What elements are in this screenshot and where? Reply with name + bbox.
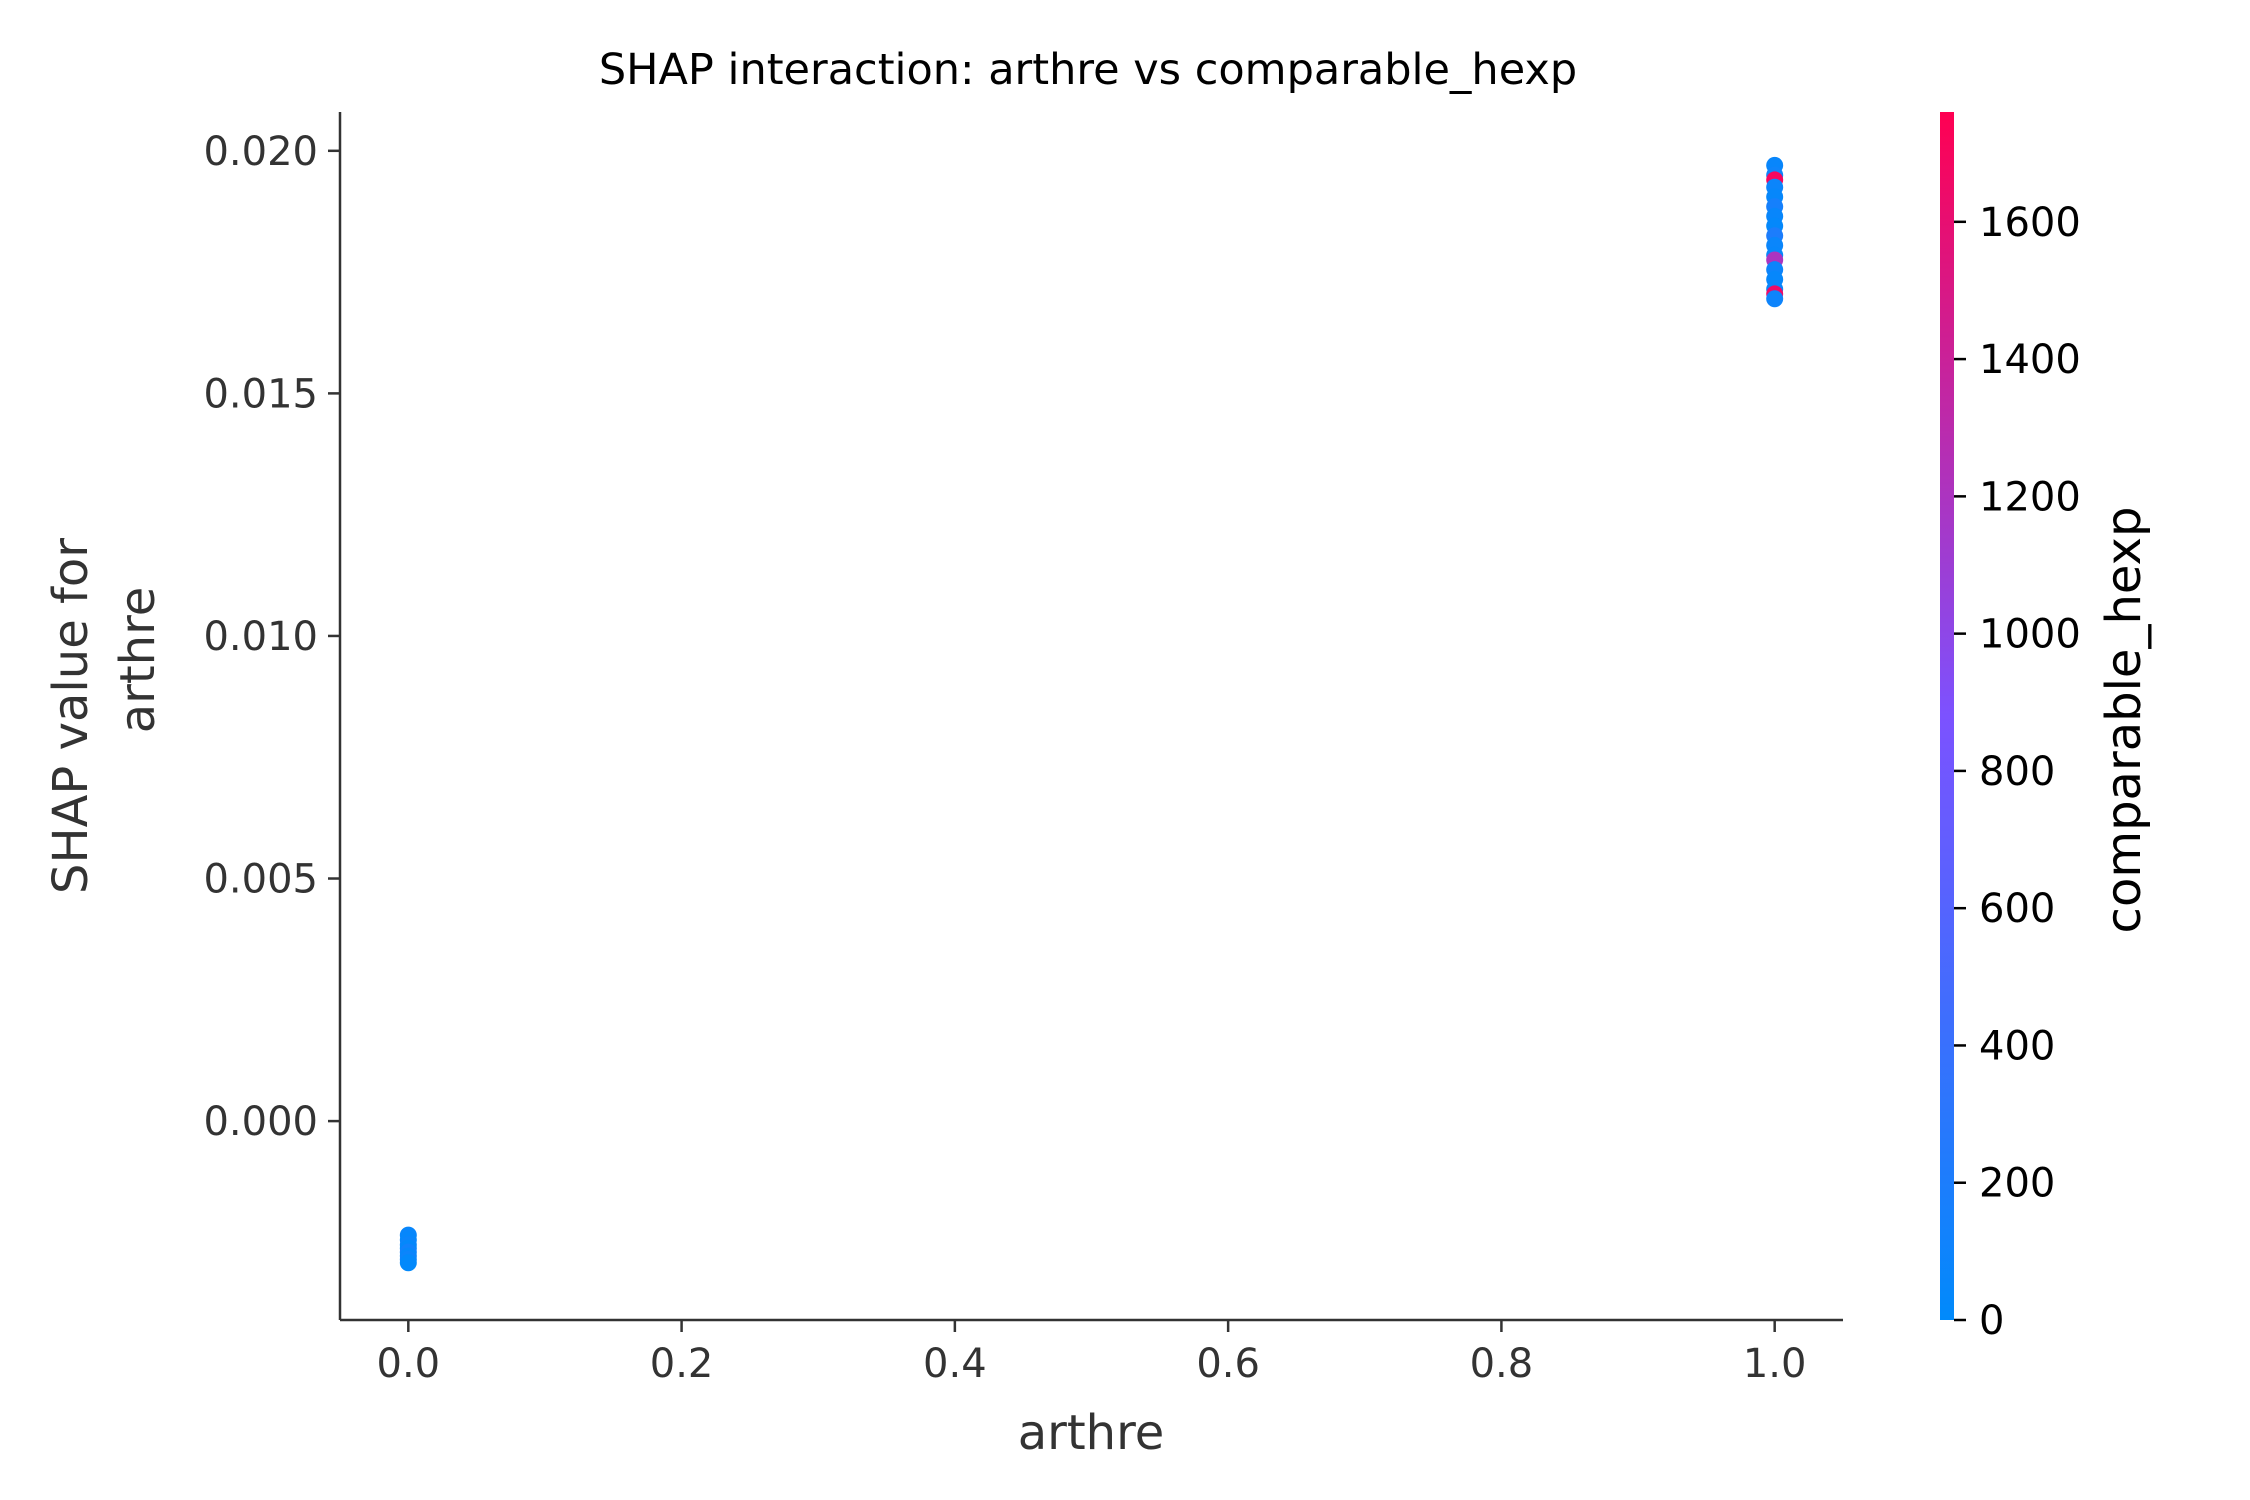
x-tick-label: 0.0 xyxy=(377,1341,441,1387)
colorbar-tick-label: 400 xyxy=(1979,1023,2055,1069)
x-tick-label: 1.0 xyxy=(1743,1341,1807,1387)
colorbar-title: comparable_hexp xyxy=(2096,507,2152,934)
colorbar-tick-label: 600 xyxy=(1979,886,2055,932)
y-axis-title-line-2: arthre xyxy=(110,587,166,734)
y-tick-label: 0.010 xyxy=(203,614,318,660)
scatter-point xyxy=(1766,290,1784,308)
x-axis-title: arthre xyxy=(1018,1405,1165,1461)
chart-title: SHAP interaction: arthre vs comparable_h… xyxy=(599,45,1577,95)
colorbar-tick-label: 1600 xyxy=(1979,200,2081,246)
colorbar-tick-label: 800 xyxy=(1979,749,2055,795)
x-tick-label: 0.4 xyxy=(923,1341,987,1387)
colorbar-tick-label: 0 xyxy=(1979,1298,2004,1344)
y-tick-label: 0.020 xyxy=(203,129,318,175)
y-tick-label: 0.015 xyxy=(203,371,318,417)
colorbar-ticks: 0 200 400 600 800 1000 1200 1400 1600 xyxy=(1954,200,2081,1344)
y-tick-label: 0.000 xyxy=(203,1099,318,1145)
colorbar-tick-label: 1400 xyxy=(1979,337,2081,383)
colorbar-tick-label: 1000 xyxy=(1979,612,2081,658)
x-tick-label: 0.2 xyxy=(650,1341,714,1387)
y-axis-title-line-1: SHAP value for xyxy=(43,538,99,894)
colorbar-tick-label: 1200 xyxy=(1979,474,2081,520)
y-axis-ticks: 0.000 0.005 0.010 0.015 0.020 xyxy=(203,129,340,1145)
x-axis-ticks: 0.0 0.2 0.4 0.6 0.8 1.0 xyxy=(377,1320,1807,1387)
x-tick-label: 0.6 xyxy=(1196,1341,1260,1387)
x-tick-label: 0.8 xyxy=(1470,1341,1534,1387)
colorbar xyxy=(1940,112,1954,1320)
scatter-points xyxy=(399,156,1784,1272)
y-tick-label: 0.005 xyxy=(203,857,318,903)
scatter-point xyxy=(399,1254,417,1272)
colorbar-tick-label: 200 xyxy=(1979,1161,2055,1207)
